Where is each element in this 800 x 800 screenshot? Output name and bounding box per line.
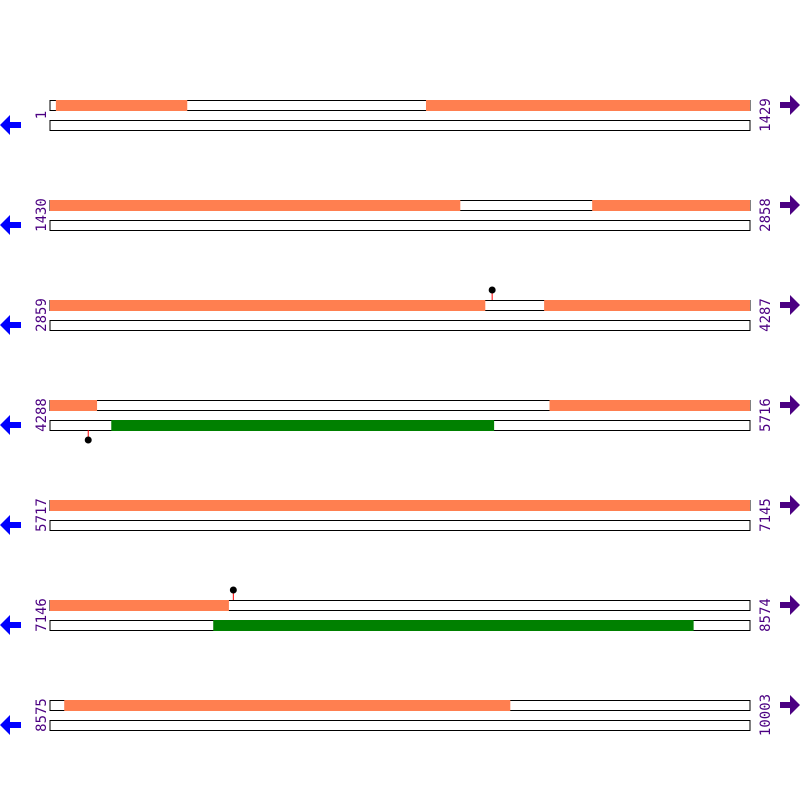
arrow-right-icon[interactable] [780, 95, 800, 115]
arrow-left-icon[interactable] [0, 315, 21, 335]
top-feature[interactable] [50, 400, 98, 411]
arrow-left-icon[interactable] [0, 115, 21, 135]
bottom-track [49, 720, 751, 731]
end-position-label: 10003 [758, 694, 774, 736]
start-position-label: 4288 [34, 398, 50, 432]
top-feature[interactable] [50, 200, 461, 211]
arrow-right-icon[interactable] [780, 495, 800, 515]
sequence-row: 7146 8574 [0, 586, 800, 635]
marker-head[interactable] [229, 586, 237, 594]
arrow-left-icon[interactable] [0, 415, 21, 435]
bottom-track [49, 320, 751, 331]
end-position-label: 8574 [758, 598, 774, 632]
bottom-track [49, 220, 751, 231]
top-feature[interactable] [425, 100, 750, 111]
sequence-row: 4288 5716 [0, 395, 800, 444]
arrow-left-icon[interactable] [0, 515, 21, 535]
top-feature[interactable] [592, 200, 750, 211]
marker-head[interactable] [84, 436, 92, 444]
start-position-label: 2859 [34, 298, 50, 332]
top-feature[interactable] [50, 500, 750, 511]
arrow-right-icon[interactable] [780, 695, 800, 715]
top-feature[interactable] [544, 300, 750, 311]
bottom-feature[interactable] [111, 420, 495, 431]
arrow-right-icon[interactable] [780, 395, 800, 415]
bottom-track [49, 120, 751, 131]
sequence-row: 5717 7145 [0, 495, 800, 535]
bottom-track [49, 520, 751, 531]
arrow-right-icon[interactable] [780, 595, 800, 615]
sequence-row: 2859 4287 [0, 286, 800, 335]
end-position-label: 4287 [758, 298, 774, 332]
top-feature[interactable] [50, 600, 229, 611]
start-position-label: 5717 [34, 498, 50, 532]
start-position-label: 1 [34, 111, 50, 119]
marker-head[interactable] [488, 286, 496, 294]
end-position-label: 2858 [758, 198, 774, 232]
arrow-right-icon[interactable] [780, 295, 800, 315]
arrow-left-icon[interactable] [0, 615, 21, 635]
sequence-row: 1 1429 [0, 95, 800, 135]
bottom-feature[interactable] [213, 620, 694, 631]
end-position-label: 7145 [758, 498, 774, 532]
arrow-right-icon[interactable] [780, 195, 800, 215]
arrow-left-icon[interactable] [0, 215, 21, 235]
top-feature[interactable] [64, 700, 511, 711]
start-position-label: 8575 [34, 698, 50, 732]
top-feature[interactable] [50, 300, 486, 311]
end-position-label: 5716 [758, 398, 774, 432]
arrow-left-icon[interactable] [0, 715, 21, 735]
start-position-label: 1430 [34, 198, 50, 232]
sequence-row: 1430 2858 [0, 195, 800, 235]
top-feature[interactable] [549, 400, 750, 411]
sequence-row: 8575 10003 [0, 694, 800, 736]
start-position-label: 7146 [34, 598, 50, 632]
end-position-label: 1429 [758, 98, 774, 132]
top-feature[interactable] [55, 100, 188, 111]
